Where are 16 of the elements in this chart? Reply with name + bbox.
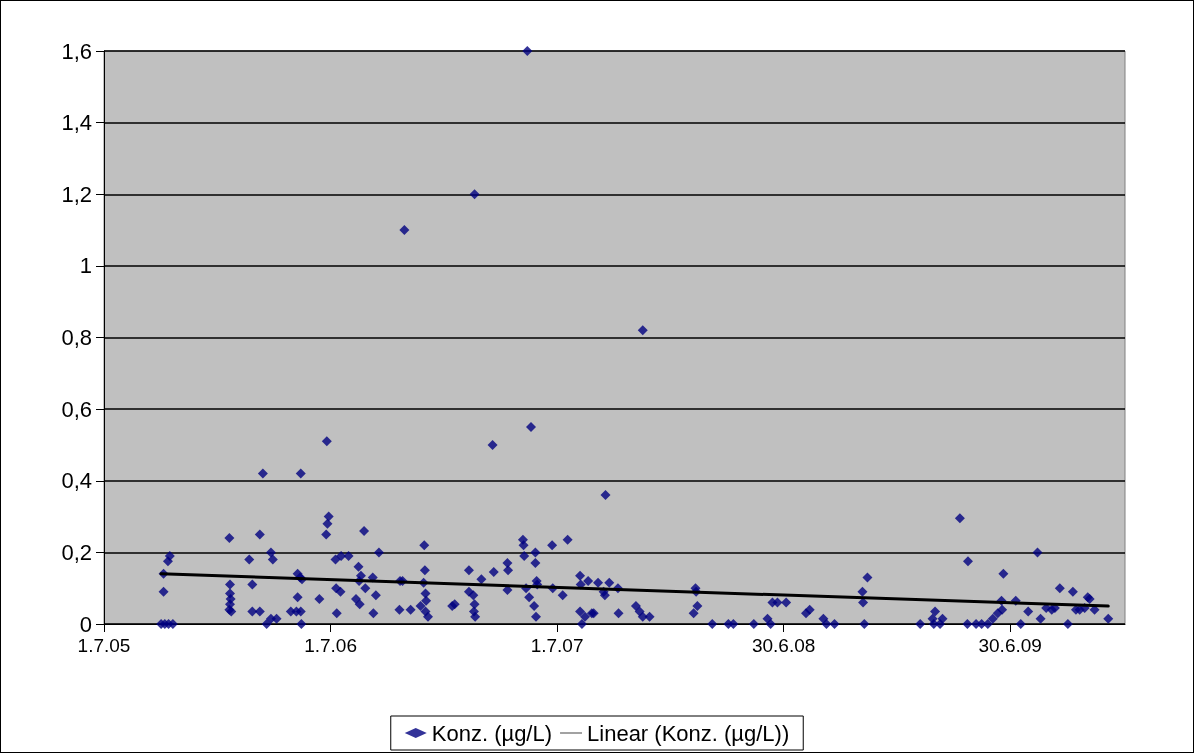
y-tick-label: 0,2 bbox=[61, 539, 92, 565]
y-tick-label: 1 bbox=[79, 253, 92, 279]
y-tick-label: 0 bbox=[79, 611, 92, 637]
y-tick-label: 0,8 bbox=[61, 325, 92, 350]
x-tick-label: 30.6.08 bbox=[751, 635, 816, 656]
y-tick-label: 0,4 bbox=[61, 468, 92, 494]
legend-label: Konz. (µg/L) bbox=[431, 720, 553, 746]
y-tick-label: 1,4 bbox=[61, 110, 92, 136]
x-tick-label: 1.7.05 bbox=[77, 635, 131, 656]
x-tick-label: 1.7.07 bbox=[530, 635, 584, 656]
y-tick-label: 0,6 bbox=[61, 396, 92, 422]
y-tick-label: 1,6 bbox=[61, 38, 92, 64]
x-tick-label: 30.6.09 bbox=[978, 635, 1042, 656]
x-tick-label: 1.7.06 bbox=[304, 635, 357, 656]
legend-label: Linear (Konz. (µg/L)) bbox=[587, 720, 790, 746]
y-tick-label: 1,2 bbox=[61, 181, 92, 207]
